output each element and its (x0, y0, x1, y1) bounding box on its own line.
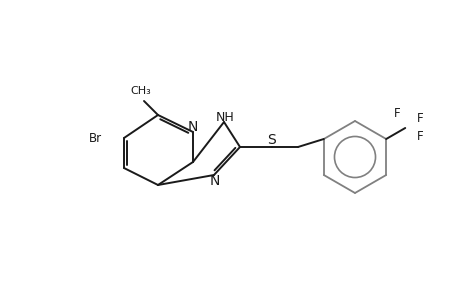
Text: CH₃: CH₃ (130, 86, 151, 96)
Text: S: S (267, 133, 276, 147)
Text: F: F (416, 130, 423, 142)
Text: F: F (393, 106, 400, 119)
Text: N: N (187, 120, 198, 134)
Text: N: N (209, 174, 220, 188)
Text: Br: Br (89, 131, 102, 145)
Text: NH: NH (215, 110, 234, 124)
Text: F: F (416, 112, 423, 124)
